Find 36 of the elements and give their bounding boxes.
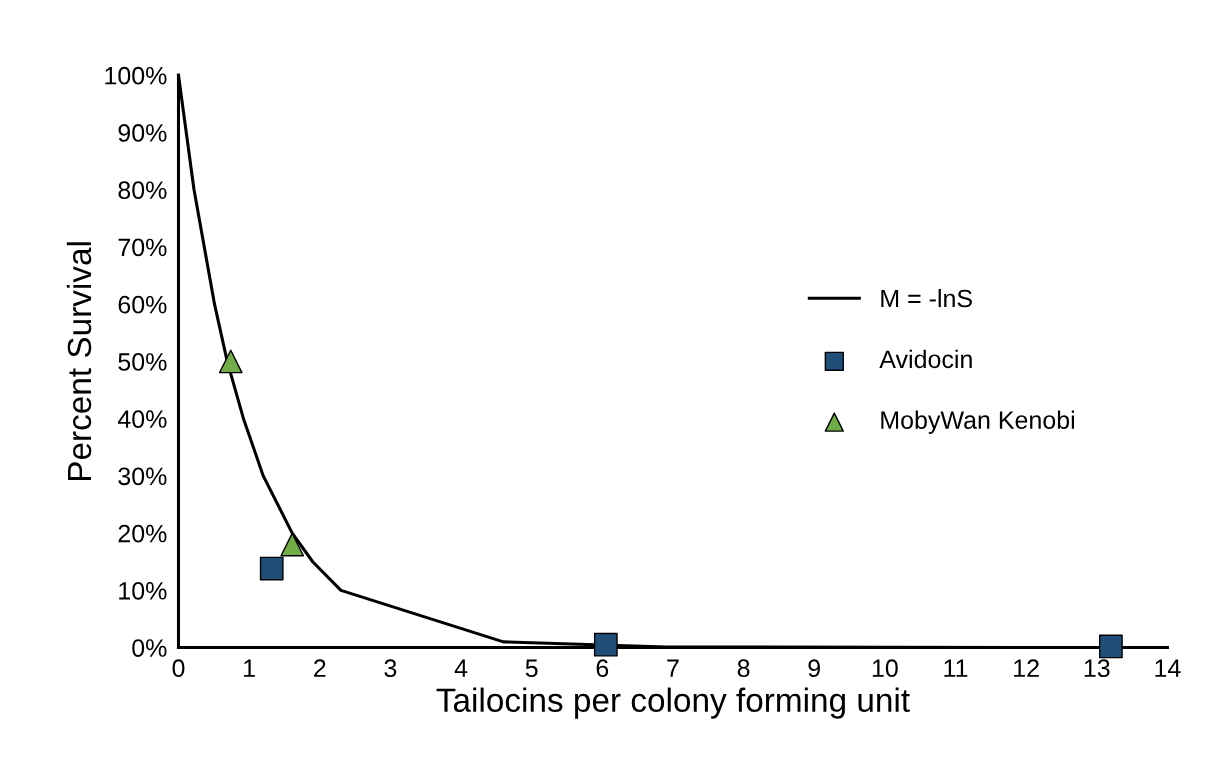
y-tick-label: 0% [132,639,167,657]
x-tick-label: 7 [667,659,679,677]
x-tick-label: 8 [737,659,750,678]
point [593,632,618,657]
legend-label: M = -lnS [881,288,972,308]
y-tick-label: 30% [118,467,167,486]
legend-label: Avidocin [879,349,972,369]
y-tick-label: 20% [118,524,167,543]
y-tick-label: 100% [105,66,167,85]
y-tick-label: 50% [118,353,167,371]
x-tick-label: 9 [808,659,820,678]
point [280,532,305,557]
x-tick-label: 5 [525,659,538,678]
x-tick-label: 10 [872,659,898,678]
x-tick-label: 1 [244,659,255,677]
y-tick-label: 80% [118,181,167,200]
x-tick-label: 13 [1084,659,1110,678]
x-axis-title: Tailocins per colony forming unit [436,687,910,719]
y-tick-label: 70% [118,238,167,257]
legend-label: MobyWan Kenobi [881,410,1075,434]
point [1099,634,1123,659]
y-tick-label: 90% [118,124,167,142]
y-axis-title: Percent Survival [66,242,92,481]
x-tick-label: 4 [454,659,468,677]
point [259,556,284,581]
x-tick-label: 11 [944,659,968,677]
x-tick-label: 6 [596,659,609,678]
y-tick-label: 10% [119,581,167,600]
y-tick-label: 60% [118,295,167,314]
x-tick-label: 2 [314,659,326,677]
x-tick-label: 14 [1155,659,1181,677]
point [218,349,243,374]
y-tick-label: 40% [117,410,167,428]
x-tick-label: 0 [172,659,185,678]
x-tick-label: 12 [1014,659,1039,677]
x-tick-label: 3 [384,659,397,678]
